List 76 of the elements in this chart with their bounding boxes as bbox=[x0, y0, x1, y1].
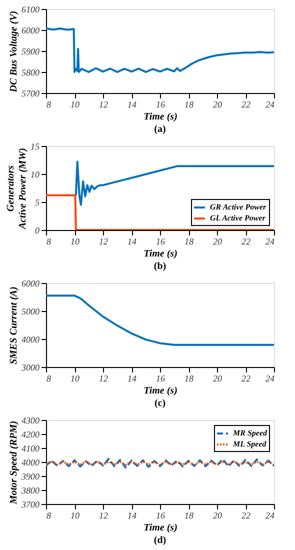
x-tick-label: 12 bbox=[99, 510, 108, 520]
y-tick-label: 0 bbox=[35, 226, 40, 236]
x-tick-label: 22 bbox=[242, 374, 251, 384]
y-tick-label: 3900 bbox=[20, 472, 40, 482]
x-tick-label: 14 bbox=[128, 236, 137, 246]
x-tick-label: 12 bbox=[99, 236, 108, 246]
y-tick-label: 3000 bbox=[20, 362, 40, 372]
x-tick-label: 18 bbox=[184, 100, 194, 110]
x-tick-label: 12 bbox=[99, 374, 108, 384]
line-series bbox=[46, 458, 274, 469]
x-tick-label: 8 bbox=[46, 510, 52, 520]
x-tick-label: 20 bbox=[213, 374, 222, 384]
y-tick-label: 4000 bbox=[22, 458, 40, 468]
legend-label: MR Speed bbox=[232, 428, 268, 438]
x-axis-title: Time (s) bbox=[144, 248, 178, 260]
legend-label: GL Active Power bbox=[210, 214, 266, 222]
x-tick-label: 22 bbox=[242, 510, 251, 520]
x-tick-label: 20 bbox=[213, 100, 222, 110]
x-axis-title: Time (s) bbox=[144, 112, 178, 122]
y-axis-title: SMES Current (A) bbox=[8, 286, 20, 364]
line-series bbox=[74, 160, 274, 206]
x-tick-label: 22 bbox=[242, 236, 251, 246]
y-tick-label: 5900 bbox=[22, 46, 40, 56]
x-tick-label: 22 bbox=[242, 100, 251, 110]
x-tick-label: 20 bbox=[213, 510, 222, 520]
x-tick-label: 20 bbox=[213, 236, 222, 246]
y-tick-label: 3800 bbox=[20, 486, 40, 496]
x-tick-label: 12 bbox=[99, 100, 108, 110]
x-tick-label: 14 bbox=[128, 374, 137, 384]
y-tick-label: 5000 bbox=[22, 306, 40, 316]
x-tick-label: 8 bbox=[46, 374, 52, 384]
x-axis-title: Time (s) bbox=[144, 386, 178, 396]
x-axis-title: Time (s) bbox=[144, 522, 178, 534]
x-tick-label: 10 bbox=[70, 510, 80, 520]
y-tick-label: 4000 bbox=[22, 334, 40, 344]
line-series bbox=[46, 294, 274, 346]
x-tick-label: 24 bbox=[266, 100, 275, 110]
x-tick-label: 24 bbox=[266, 510, 275, 520]
x-tick-label: 18 bbox=[184, 236, 194, 246]
x-tick-label: 18 bbox=[184, 510, 194, 520]
y-axis-title: DC Bus Voltage (V) bbox=[8, 10, 20, 94]
y-tick-label: 6000 bbox=[22, 278, 40, 288]
x-tick-label: 16 bbox=[156, 100, 166, 110]
text: (c) bbox=[154, 398, 166, 409]
y-tick-label: 3700 bbox=[20, 500, 40, 510]
x-tick-label: 24 bbox=[266, 236, 275, 246]
text: (a) bbox=[154, 124, 166, 135]
x-tick-label: 8 bbox=[46, 100, 52, 110]
x-tick-label: 18 bbox=[184, 374, 194, 384]
text: (b) bbox=[154, 261, 166, 272]
line-series bbox=[46, 27, 274, 73]
x-tick-label: 10 bbox=[70, 374, 80, 384]
text: (d) bbox=[154, 535, 166, 546]
y-tick-label: 4300 bbox=[22, 416, 40, 426]
y-tick-label: 4100 bbox=[22, 444, 40, 454]
y-axis-title: Motor Speed (RPM) bbox=[8, 420, 20, 506]
x-tick-label: 16 bbox=[156, 374, 166, 384]
y-tick-label: 4200 bbox=[22, 430, 40, 440]
y-tick-label: 6100 bbox=[22, 4, 40, 14]
x-tick-label: 24 bbox=[266, 374, 275, 384]
legend-label: GR Active Power bbox=[210, 202, 268, 212]
x-tick-label: 14 bbox=[128, 510, 137, 520]
x-tick-label: 14 bbox=[128, 100, 137, 110]
y-tick-label: 10 bbox=[30, 170, 40, 180]
x-tick-label: 10 bbox=[70, 236, 80, 246]
y-tick-label: 5 bbox=[35, 198, 40, 208]
x-tick-label: 16 bbox=[156, 236, 166, 246]
y-tick-label: 6000 bbox=[22, 26, 40, 36]
x-tick-label: 16 bbox=[156, 510, 166, 520]
y-tick-label: 5800 bbox=[22, 68, 40, 78]
x-tick-label: 10 bbox=[70, 100, 80, 110]
y-tick-label: 5700 bbox=[22, 88, 40, 98]
legend-label: ML Speed bbox=[232, 440, 268, 448]
x-tick-label: 8 bbox=[46, 236, 52, 246]
y-axis-title: Generators Active Power (MW) bbox=[6, 148, 28, 230]
y-tick-label: 15 bbox=[30, 142, 40, 152]
